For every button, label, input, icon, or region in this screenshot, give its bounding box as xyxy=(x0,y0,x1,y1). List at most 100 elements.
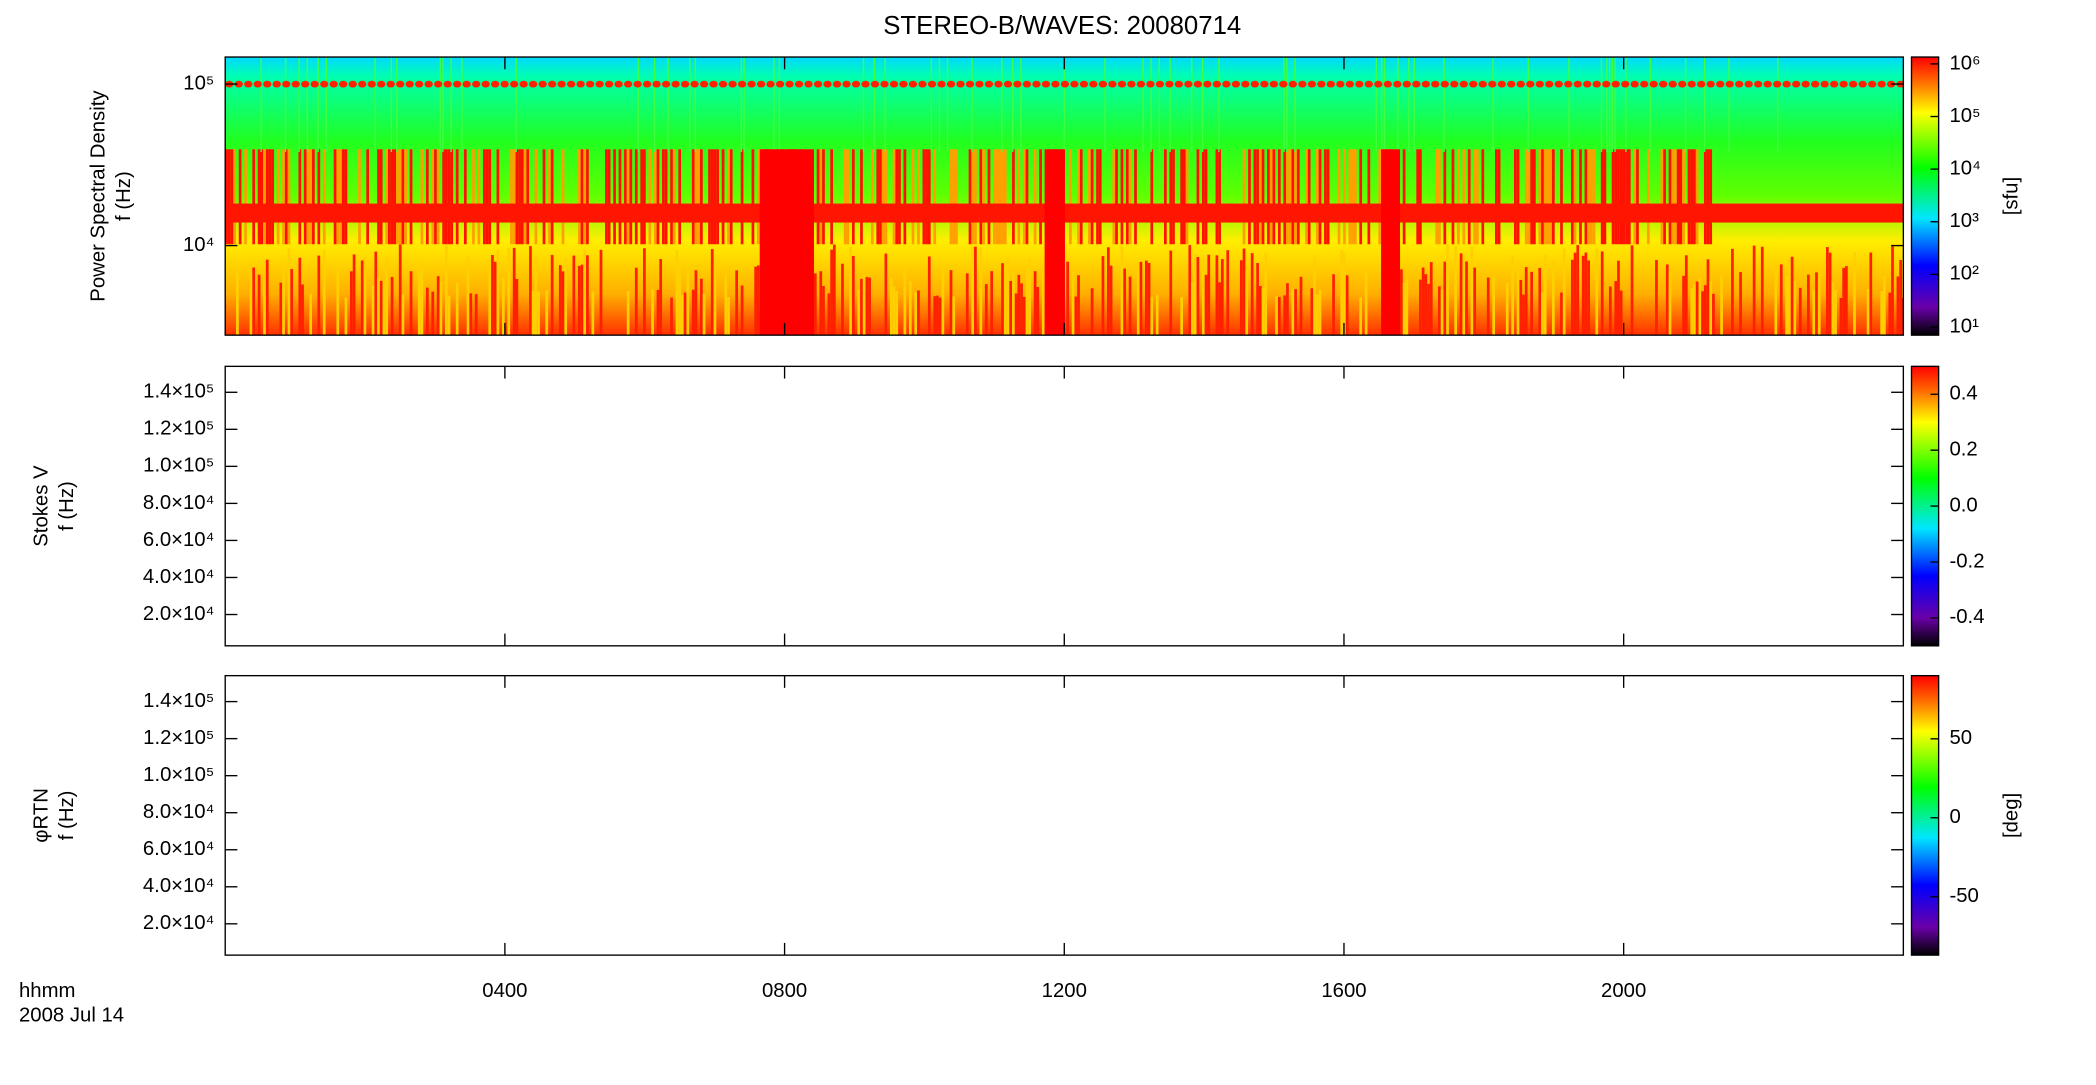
texture-streak xyxy=(1538,267,1542,336)
texture-streak xyxy=(282,265,285,336)
texture-dot xyxy=(842,80,851,88)
texture-streak xyxy=(1584,149,1588,245)
texture-dot xyxy=(1716,80,1725,88)
texture-dot xyxy=(899,80,908,88)
texture-streak xyxy=(1625,57,1627,153)
texture-streak xyxy=(583,249,587,336)
texture-streak xyxy=(1611,57,1614,153)
texture-streak xyxy=(819,271,823,336)
texture-streak xyxy=(751,149,755,245)
texture-streak xyxy=(868,277,871,336)
texture-streak xyxy=(822,149,825,245)
texture-streak xyxy=(379,280,383,336)
colorbar-tick-label: 10⁶ xyxy=(1949,52,1980,74)
texture-streak xyxy=(1402,149,1406,245)
texture-streak xyxy=(637,57,639,153)
texture-streak xyxy=(1497,149,1501,245)
texture-streak xyxy=(1017,149,1021,245)
texture-dot xyxy=(472,80,481,88)
texture-dot xyxy=(1554,80,1563,88)
texture-streak xyxy=(1693,149,1696,245)
texture-dot xyxy=(1079,80,1089,88)
colorbar-tick-label: 50 xyxy=(1949,727,1972,749)
y-tick-label: 10⁵ xyxy=(183,72,214,94)
texture-streak xyxy=(1614,57,1616,153)
texture-burst xyxy=(1381,149,1401,336)
texture-streak xyxy=(1690,287,1694,336)
texture-dot xyxy=(1412,80,1421,88)
texture-streak xyxy=(1003,149,1007,245)
texture-streak xyxy=(675,250,679,336)
texture-dot xyxy=(1497,80,1506,88)
texture-streak xyxy=(1275,296,1278,336)
texture-streak xyxy=(903,267,907,336)
texture-streak xyxy=(713,149,717,245)
x-tick-label: 0800 xyxy=(762,980,807,1002)
texture-dot xyxy=(1193,80,1202,88)
texture-streak xyxy=(257,274,261,336)
texture-streak xyxy=(1041,267,1045,336)
texture-streak xyxy=(1348,149,1352,245)
texture-streak xyxy=(401,149,405,245)
texture-streak xyxy=(846,149,850,245)
texture-streak xyxy=(1261,149,1265,245)
texture-streak xyxy=(444,149,448,245)
texture-streak xyxy=(298,149,302,245)
texture-streak xyxy=(1731,248,1734,336)
texture-dot xyxy=(1241,80,1250,88)
texture-streak xyxy=(249,262,253,336)
texture-streak xyxy=(396,149,399,245)
texture-streak xyxy=(1291,149,1295,245)
texture-streak xyxy=(1343,252,1346,336)
texture-streak xyxy=(670,149,673,245)
texture-streak xyxy=(1636,149,1639,245)
texture-streak xyxy=(694,149,698,245)
texture-streak xyxy=(1147,262,1151,336)
texture-streak xyxy=(1817,268,1821,336)
texture-streak xyxy=(450,149,454,245)
texture-streak xyxy=(908,281,912,336)
texture-streak xyxy=(1812,290,1816,336)
texture-streak xyxy=(689,57,691,153)
texture-dot xyxy=(880,80,889,88)
texture-streak xyxy=(1107,247,1110,336)
texture-dot xyxy=(291,80,300,88)
texture-streak xyxy=(933,296,937,336)
texture-streak xyxy=(1294,289,1297,336)
texture-streak xyxy=(946,57,949,153)
texture-streak xyxy=(279,282,283,336)
texture-streak xyxy=(862,57,865,153)
texture-streak xyxy=(1207,254,1211,336)
colorbar-tick-label: -50 xyxy=(1949,885,1978,907)
texture-streak xyxy=(317,57,319,153)
texture-streak xyxy=(1294,149,1297,245)
texture-streak xyxy=(952,149,956,245)
texture-dot xyxy=(1146,80,1155,88)
y-tick-label: 6.0×10⁴ xyxy=(143,838,214,860)
texture-streak xyxy=(488,149,492,245)
texture-streak xyxy=(754,266,758,336)
texture-streak xyxy=(1774,262,1778,336)
texture-dot xyxy=(1450,80,1459,88)
texture-streak xyxy=(1028,258,1032,336)
texture-streak xyxy=(1660,149,1664,245)
texture-streak xyxy=(545,290,549,336)
texture-streak xyxy=(1402,283,1406,336)
texture-streak xyxy=(1318,149,1322,245)
texture-dot xyxy=(1288,80,1297,88)
texture-streak xyxy=(1025,267,1029,336)
texture-streak xyxy=(455,149,459,245)
texture-streak xyxy=(1587,260,1590,336)
texture-dot xyxy=(538,80,547,88)
texture-streak xyxy=(1627,149,1631,245)
texture-streak xyxy=(1315,294,1319,336)
texture-streak xyxy=(1785,276,1789,336)
texture-streak xyxy=(474,294,478,336)
texture-streak xyxy=(385,256,388,336)
texture-streak xyxy=(1527,149,1531,245)
texture-dot xyxy=(1041,80,1051,88)
texture-streak xyxy=(1351,149,1354,245)
texture-dot xyxy=(1830,80,1839,88)
texture-streak xyxy=(1516,149,1520,245)
